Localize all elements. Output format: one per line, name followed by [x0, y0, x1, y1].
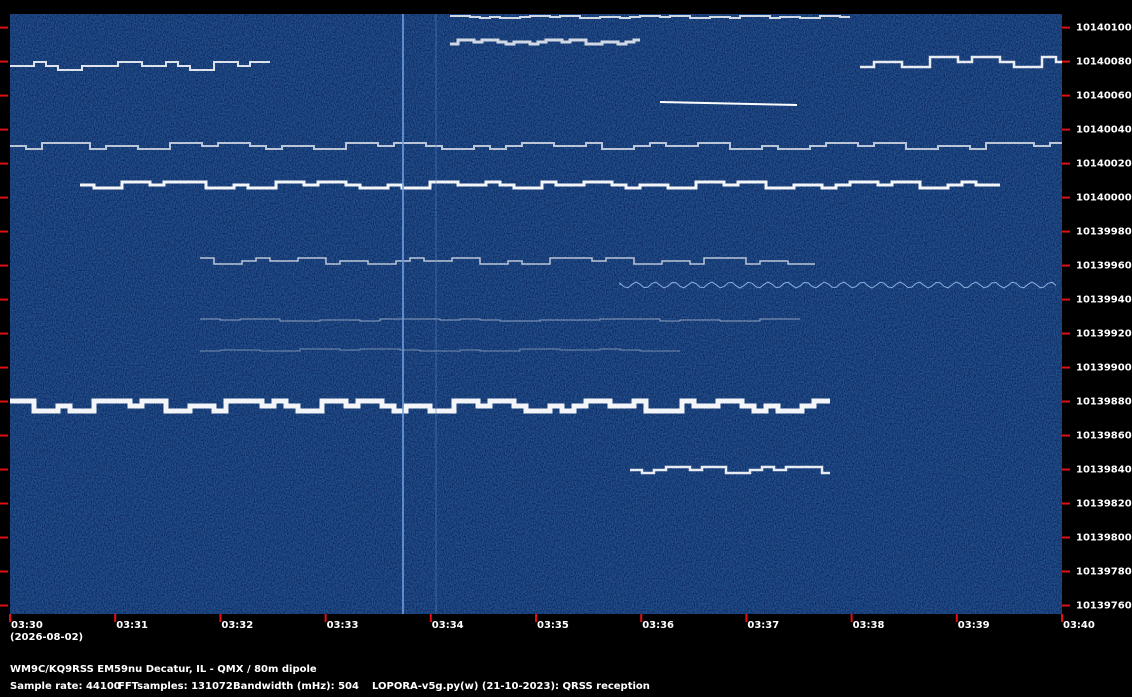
y-tick-label: 10139920: [1076, 329, 1132, 340]
x-tick-label: 03:40: [1063, 620, 1095, 631]
x-tick-label: 03:38: [853, 620, 885, 631]
signal-trace: [630, 465, 830, 475]
waterfall-background: [10, 14, 1062, 614]
y-tick-label: 10139780: [1076, 567, 1132, 578]
x-tick-label: 03:33: [327, 620, 359, 631]
x-tick-label: 03:35: [537, 620, 569, 631]
y-tick-label: 10140100: [1076, 23, 1132, 34]
y-tick-label: 10139820: [1076, 499, 1132, 510]
software-info: LOPORA-v5g.py(w) (21-10-2023): QRSS rece…: [372, 681, 650, 692]
date-label: (2026-08-02): [10, 632, 83, 643]
signal-traces: [10, 14, 1062, 614]
y-tick-label: 10139840: [1076, 465, 1132, 476]
sample-rate: Sample rate: 44100: [10, 681, 121, 692]
signal-trace: [860, 55, 1062, 69]
y-tick-label: 10140060: [1076, 91, 1132, 102]
signal-trace: [10, 61, 270, 71]
x-tick-label: 03:39: [958, 620, 990, 631]
signal-trace: [200, 257, 815, 265]
y-tick-label: 10139940: [1076, 295, 1132, 306]
y-tick-label: 10140080: [1076, 57, 1132, 68]
signal-trace: [200, 348, 680, 352]
signal-trace: [619, 281, 1057, 289]
y-tick-label: 10139860: [1076, 431, 1132, 442]
y-tick-label: 10139900: [1076, 363, 1132, 374]
signal-trace: [450, 38, 640, 46]
signal-trace: [200, 318, 800, 322]
y-tick-label: 10139760: [1076, 601, 1132, 612]
y-tick-label: 10139960: [1076, 261, 1132, 272]
x-tick-label: 03:36: [642, 620, 674, 631]
x-tick-label: 03:31: [116, 620, 148, 631]
x-tick-label: 03:37: [747, 620, 779, 631]
x-tick-label: 03:32: [221, 620, 253, 631]
signal-trace: [10, 398, 830, 414]
y-tick-label: 10139800: [1076, 533, 1132, 544]
fft-samples: FFTsamples: 131072: [118, 681, 233, 692]
station-info: WM9C/KQ9RSS EM59nu Decatur, IL - QMX / 8…: [10, 664, 317, 675]
signal-trace: [80, 180, 1000, 190]
y-tick-label: 10140000: [1076, 193, 1132, 204]
bandwidth: Bandwidth (mHz): 504: [233, 681, 359, 692]
y-tick-label: 10140020: [1076, 159, 1132, 170]
y-tick-label: 10139980: [1076, 227, 1132, 238]
y-tick-label: 10140040: [1076, 125, 1132, 136]
signal-trace: [10, 142, 1062, 150]
y-tick-label: 10139880: [1076, 397, 1132, 408]
signal-trace: [659, 101, 798, 106]
x-tick-label: 03:30: [11, 620, 43, 631]
x-tick-label: 03:34: [432, 620, 464, 631]
signal-trace: [450, 15, 850, 19]
